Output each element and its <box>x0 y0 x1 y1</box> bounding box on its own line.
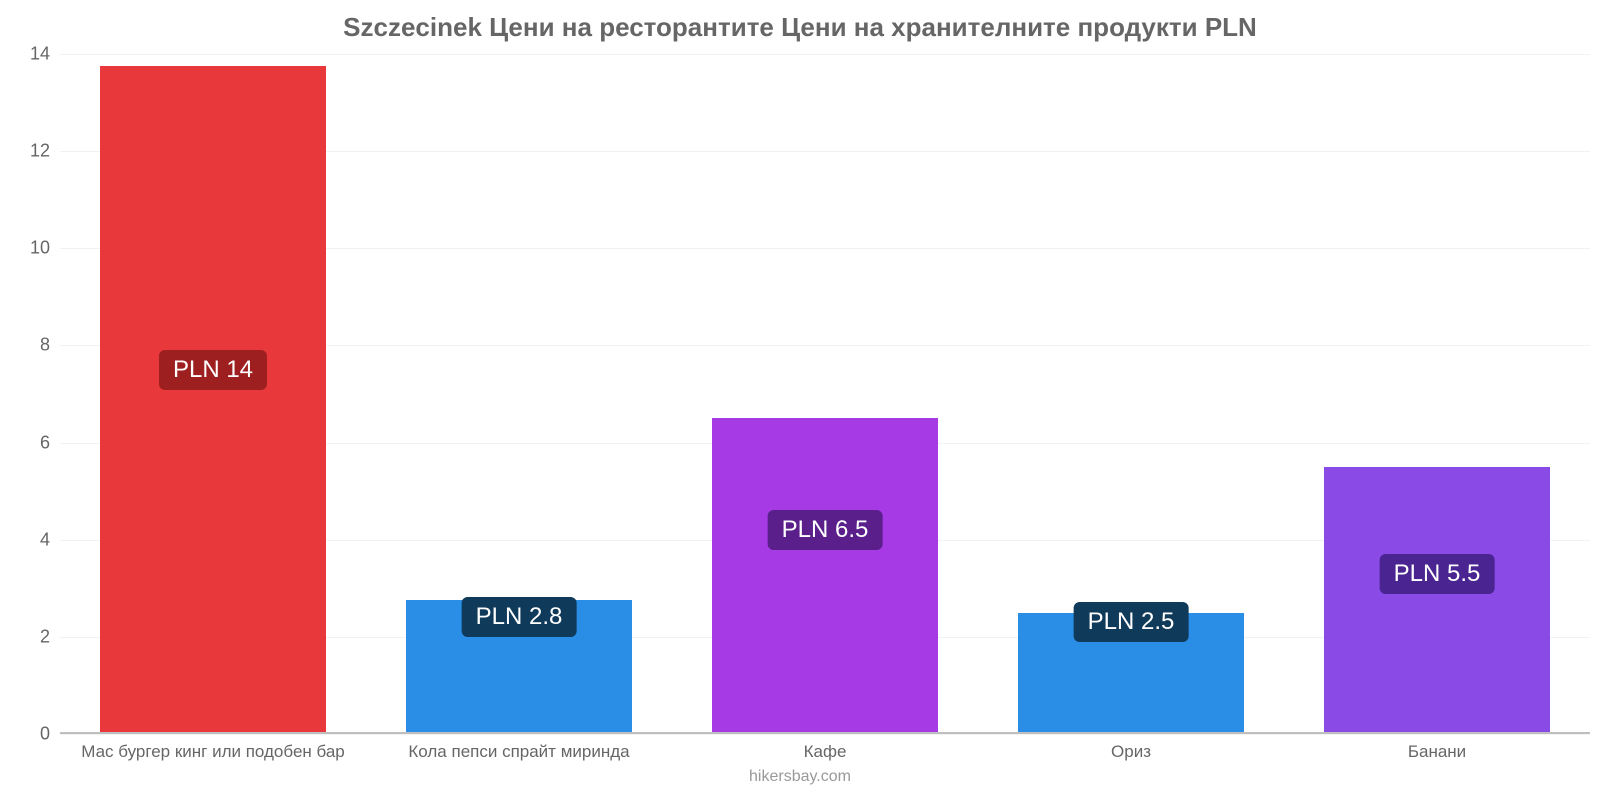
y-tick-label: 14 <box>30 44 60 65</box>
bar-slot: PLN 2.5Ориз <box>978 54 1284 734</box>
x-axis-label: Кола пепси спрайт миринда <box>408 734 629 762</box>
x-axis-label: Ориз <box>1111 734 1151 762</box>
y-tick-label: 6 <box>40 432 60 453</box>
y-tick-label: 2 <box>40 626 60 647</box>
value-badge: PLN 5.5 <box>1380 554 1495 594</box>
chart-footer: hikersbay.com <box>0 768 1600 786</box>
bar <box>712 418 938 734</box>
bar <box>100 66 326 734</box>
y-tick-label: 12 <box>30 141 60 162</box>
bars-row: PLN 14Мас бургер кинг или подобен барPLN… <box>60 54 1590 734</box>
bar-slot: PLN 5.5Банани <box>1284 54 1590 734</box>
y-tick-label: 0 <box>40 724 60 745</box>
x-axis-label: Мас бургер кинг или подобен бар <box>81 734 345 762</box>
y-tick-label: 10 <box>30 238 60 259</box>
x-axis-label: Банани <box>1408 734 1466 762</box>
bar-slot: PLN 6.5Кафе <box>672 54 978 734</box>
y-tick-label: 8 <box>40 335 60 356</box>
x-axis-baseline <box>60 732 1590 734</box>
value-badge: PLN 6.5 <box>768 510 883 550</box>
plot-area: 02468101214 PLN 14Мас бургер кинг или по… <box>60 54 1590 734</box>
value-badge: PLN 2.5 <box>1074 602 1189 642</box>
bar <box>1324 467 1550 734</box>
value-badge: PLN 14 <box>159 350 267 390</box>
chart-title: Szczecinek Цени на ресторантите Цени на … <box>0 0 1600 43</box>
x-axis-label: Кафе <box>804 734 847 762</box>
bar-slot: PLN 14Мас бургер кинг или подобен бар <box>60 54 366 734</box>
price-bar-chart: Szczecinek Цени на ресторантите Цени на … <box>0 0 1600 800</box>
y-tick-label: 4 <box>40 529 60 550</box>
value-badge: PLN 2.8 <box>462 597 577 637</box>
bar-slot: PLN 2.8Кола пепси спрайт миринда <box>366 54 672 734</box>
